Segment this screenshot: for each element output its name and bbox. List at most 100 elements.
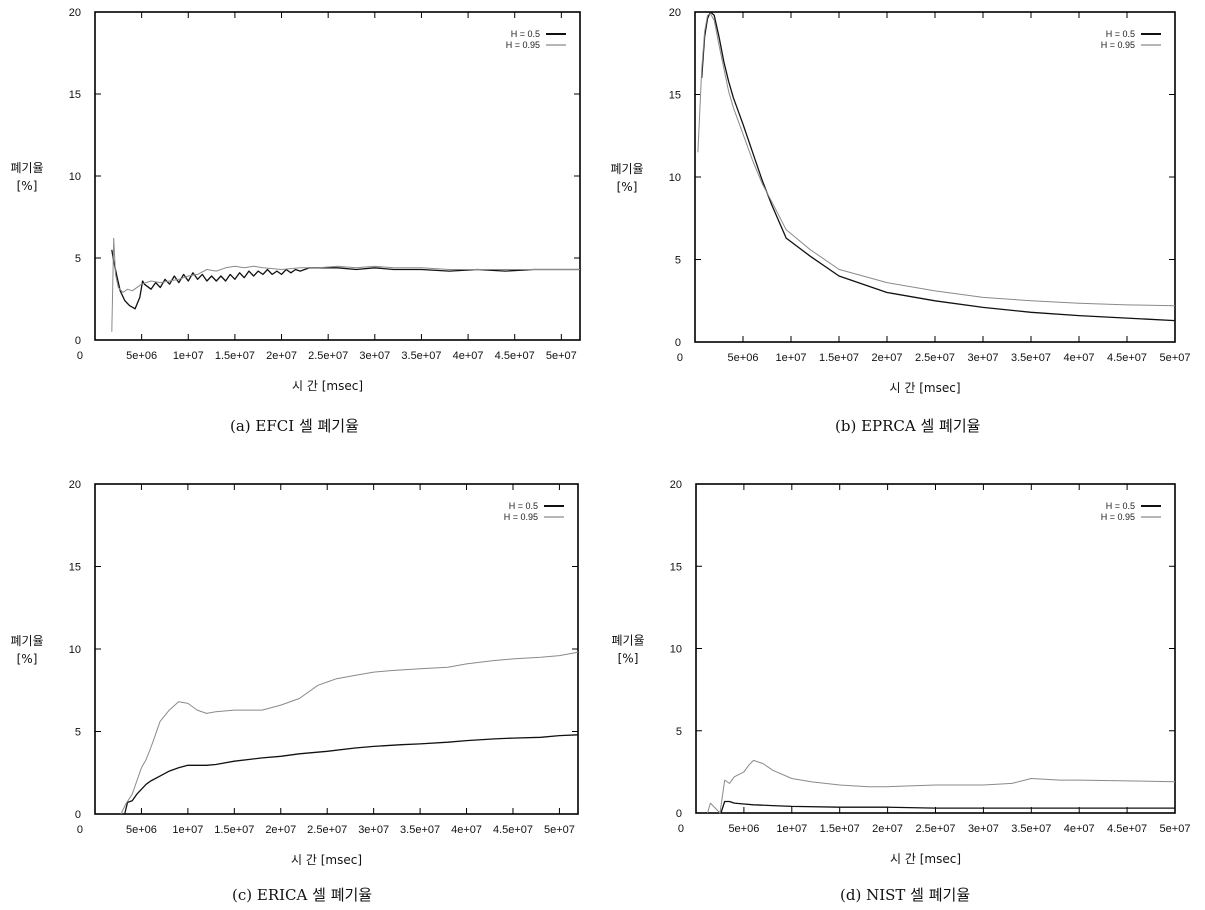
- x-tick-label: 1.5e+07: [820, 823, 860, 835]
- x-tick-label: 4.5e+07: [1107, 823, 1147, 835]
- series-line-h05: [124, 734, 579, 815]
- series-line-h05: [111, 249, 580, 310]
- y-tick-label: 10: [69, 644, 81, 656]
- x-tick-label: 2e+07: [265, 824, 296, 836]
- y-tick-label: 20: [69, 7, 81, 19]
- chart-svg-c: 0 5 10 15 20 0 5e+06 1e+07 1.5e+07 2e+07 2.5e+07 3e…: [10, 479, 579, 867]
- x-axis-label: 시 간 [msec]: [890, 381, 961, 395]
- plot-frame: [695, 483, 1176, 814]
- caption-a: (a) EFCI 셀 폐기율: [230, 417, 359, 435]
- x-tick-label: 1e+07: [776, 352, 807, 364]
- chart-svg-d: 0 5 10 15 20 0 5e+06 1e+07 1.5e+07 2e+07 2.5e+07 3e…: [611, 479, 1191, 866]
- y-tick-label: 10: [69, 171, 81, 183]
- x-tick-label: 1e+07: [172, 824, 203, 836]
- chart-panel-c: 0 5 10 15 20 0 5e+06 1e+07 1.5e+07 2e+07 2.5e+07 3e…: [0, 472, 600, 910]
- series-line-h095: [697, 13, 1176, 307]
- legend-label: H = 0.5: [509, 501, 538, 511]
- x-tick-label: 4.5e+07: [495, 350, 535, 362]
- y-axis-label: 폐기율: [611, 634, 644, 648]
- y-tick-label: 10: [669, 172, 681, 184]
- x-tick-label: 3e+07: [358, 824, 389, 836]
- x-tick-label: 5e+07: [544, 824, 575, 836]
- x-tick-label: 4e+07: [451, 824, 482, 836]
- y-axis-label: 폐기율: [10, 634, 43, 648]
- x-tick-label: 1.5e+07: [215, 350, 255, 362]
- y-tick-label: 15: [670, 561, 682, 573]
- y-axis-label: [%]: [617, 180, 638, 194]
- x-tick-label: 2.5e+07: [915, 352, 955, 364]
- y-tick-label: 5: [676, 726, 682, 738]
- x-tick-label: 0: [77, 350, 83, 362]
- y-tick-label: 5: [675, 255, 681, 267]
- chart-panel-a: 0 5 10 15 20 0 5e+06 1e+07 1.5e+07 2e+07 2.5e+07 3e…: [0, 0, 600, 450]
- x-tick-label: 1e+07: [173, 350, 204, 362]
- x-axis-label: 시 간 [msec]: [291, 853, 362, 867]
- y-axis-label: [%]: [17, 652, 38, 666]
- chart-panel-d: 0 5 10 15 20 0 5e+06 1e+07 1.5e+07 2e+07 2.5e+07 3e…: [605, 472, 1205, 910]
- chart-svg-a: 0 5 10 15 20 0 5e+06 1e+07 1.5e+07 2e+07 2.5e+07 3e…: [10, 7, 581, 393]
- series-line-h05: [701, 11, 1176, 322]
- x-tick-label: 4.5e+07: [493, 824, 533, 836]
- y-axis-label: [%]: [17, 179, 38, 193]
- x-tick-label: 3.5e+07: [401, 350, 441, 362]
- x-tick-label: 4.5e+07: [1107, 352, 1147, 364]
- legend-label: H = 0.5: [511, 29, 540, 39]
- x-tick-label: 2.5e+07: [915, 823, 955, 835]
- plot-frame: [94, 483, 579, 815]
- x-tick-label: 3e+07: [968, 352, 999, 364]
- y-tick-label: 20: [69, 479, 81, 491]
- x-tick-label: 5e+07: [1160, 823, 1191, 835]
- chart-svg-b: 0 5 10 15 20 0 5e+06 1e+07 1.5e+07 2e+07 2.5e+07 3e…: [610, 7, 1191, 395]
- x-tick-label: 4e+07: [1064, 352, 1095, 364]
- y-tick-label: 0: [75, 809, 81, 821]
- x-tick-label: 3e+07: [968, 823, 999, 835]
- x-tick-label: 2.5e+07: [307, 824, 347, 836]
- y-tick-label: 5: [75, 253, 81, 265]
- x-tick-label: 0: [77, 824, 83, 836]
- x-tick-label: 5e+06: [728, 352, 759, 364]
- legend-label: H = 0.5: [1106, 501, 1135, 511]
- legend-label: H = 0.95: [504, 512, 538, 522]
- y-tick-label: 15: [669, 90, 681, 102]
- x-tick-label: 2e+07: [872, 352, 903, 364]
- y-tick-label: 0: [675, 337, 681, 349]
- x-tick-label: 0: [677, 352, 683, 364]
- x-tick-label: 5e+06: [126, 824, 157, 836]
- legend-label: H = 0.95: [1101, 512, 1135, 522]
- x-tick-label: 3.5e+07: [1011, 823, 1051, 835]
- x-axis-label: 시 간 [msec]: [890, 852, 961, 866]
- x-tick-label: 3.5e+07: [400, 824, 440, 836]
- x-tick-label: 2e+07: [266, 350, 297, 362]
- caption-b: (b) EPRCA 셀 폐기율: [835, 417, 981, 435]
- y-tick-label: 10: [670, 644, 682, 656]
- y-tick-label: 20: [669, 7, 681, 19]
- x-tick-label: 2e+07: [872, 823, 903, 835]
- plot-frame: [94, 11, 581, 341]
- x-tick-label: 1.5e+07: [819, 352, 859, 364]
- x-tick-label: 3e+07: [359, 350, 390, 362]
- series-line-h095: [707, 759, 1176, 814]
- caption-d: (d) NIST 셀 폐기율: [840, 886, 971, 904]
- x-tick-label: 4e+07: [453, 350, 484, 362]
- y-tick-label: 15: [69, 89, 81, 101]
- series-line-h05: [720, 800, 1175, 814]
- plot-frame: [694, 11, 1176, 343]
- x-tick-label: 5e+07: [1160, 352, 1191, 364]
- x-tick-label: 2.5e+07: [308, 350, 348, 362]
- legend-label: H = 0.5: [1106, 29, 1135, 39]
- legend-label: H = 0.95: [1101, 40, 1135, 50]
- x-tick-label: 4e+07: [1064, 823, 1095, 835]
- x-tick-label: 1.5e+07: [214, 824, 254, 836]
- y-tick-label: 20: [670, 479, 682, 491]
- x-tick-label: 3.5e+07: [1011, 352, 1051, 364]
- x-tick-label: 5e+07: [546, 350, 577, 362]
- y-axis-label: [%]: [618, 652, 639, 666]
- x-axis-label: 시 간 [msec]: [292, 379, 363, 393]
- x-tick-label: 1e+07: [776, 823, 807, 835]
- x-tick-label: 5e+06: [126, 350, 157, 362]
- y-axis-label: 폐기율: [610, 162, 643, 176]
- y-tick-label: 5: [75, 727, 81, 739]
- legend-label: H = 0.95: [506, 40, 540, 50]
- series-line-h095: [111, 237, 580, 332]
- y-tick-label: 15: [69, 562, 81, 574]
